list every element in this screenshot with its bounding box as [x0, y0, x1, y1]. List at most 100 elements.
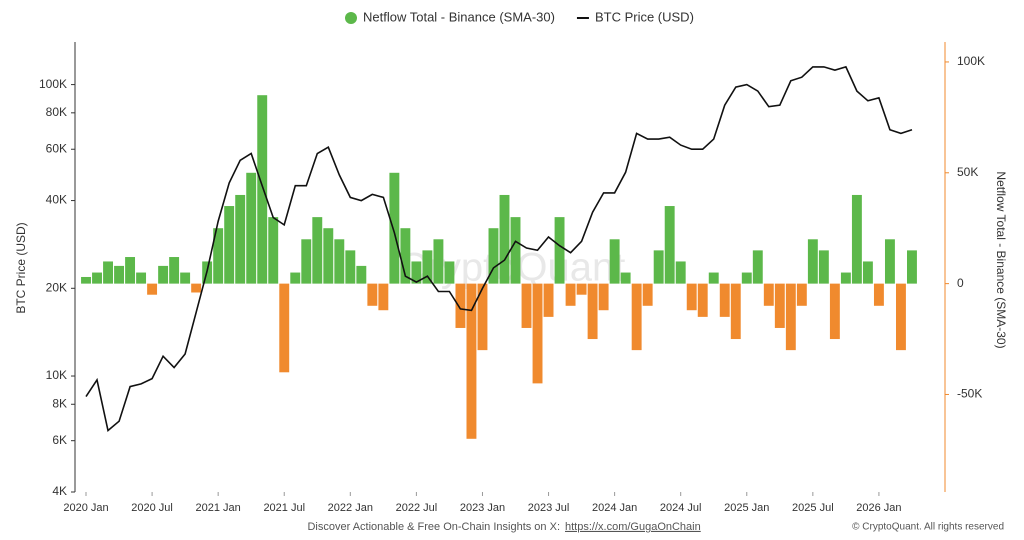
copyright: © CryptoQuant. All rights reserved	[852, 522, 1004, 533]
netflow-bar	[719, 283, 730, 317]
netflow-bar	[587, 283, 598, 340]
legend-marker	[345, 12, 357, 24]
legend-label: BTC Price (USD)	[595, 9, 694, 24]
netflow-bar	[235, 194, 246, 284]
x-tick-label: 2022 Jan	[328, 502, 373, 514]
netflow-bar	[741, 272, 752, 284]
netflow-bar	[774, 283, 785, 328]
netflow-bar	[862, 261, 873, 284]
netflow-bar	[378, 283, 389, 311]
netflow-bar	[213, 228, 224, 284]
netflow-bar	[114, 265, 125, 284]
netflow-bar	[444, 261, 455, 284]
y-tick-label: 6K	[52, 433, 67, 447]
x-tick-label: 2023 Jan	[460, 502, 505, 514]
netflow-bar	[224, 206, 235, 284]
netflow-bar	[433, 239, 444, 284]
netflow-bar	[290, 272, 301, 284]
netflow-bar	[895, 283, 906, 351]
x-tick-label: 2020 Jul	[131, 502, 173, 514]
y-tick-label: 60K	[46, 141, 67, 155]
netflow-bar	[785, 283, 796, 351]
netflow-bar	[653, 250, 664, 284]
y-tick-label: 80K	[46, 105, 67, 119]
netflow-bar	[356, 265, 367, 284]
netflow-bar	[752, 250, 763, 284]
netflow-bar	[81, 276, 91, 284]
x-tick-label: 2023 Jul	[528, 502, 570, 514]
y-tick-label: 4K	[52, 484, 67, 498]
netflow-bar	[873, 283, 884, 306]
netflow-bar	[466, 283, 477, 439]
netflow-bar	[92, 272, 102, 284]
netflow-bar	[147, 283, 158, 295]
netflow-bar	[554, 217, 565, 284]
x-tick-label: 2024 Jan	[592, 502, 637, 514]
netflow-bar	[829, 283, 840, 340]
netflow-bar	[664, 206, 675, 284]
netflow-bar	[389, 172, 400, 284]
netflow-bar	[367, 283, 378, 306]
netflow-bar	[543, 283, 554, 317]
netflow-bar	[697, 283, 708, 317]
netflow-bar	[807, 239, 818, 284]
netflow-bar	[851, 194, 862, 284]
netflow-bar	[268, 217, 279, 284]
netflow-bar	[136, 272, 147, 284]
netflow-bar	[884, 239, 895, 284]
netflow-bar	[510, 217, 521, 284]
x-tick-label: 2021 Jul	[263, 502, 305, 514]
netflow-bar	[246, 172, 257, 284]
netflow-bar	[642, 283, 653, 306]
netflow-bar	[411, 261, 422, 284]
netflow-bar	[763, 283, 774, 306]
y-axis-label: BTC Price (USD)	[14, 222, 28, 313]
netflow-bar	[532, 283, 543, 384]
x-tick-label: 2025 Jan	[724, 502, 769, 514]
x-tick-label: 2026 Jan	[856, 502, 901, 514]
netflow-bar	[686, 283, 697, 311]
netflow-bar	[158, 265, 169, 284]
x-tick-label: 2021 Jan	[196, 502, 241, 514]
netflow-bar	[301, 239, 312, 284]
netflow-bar	[455, 283, 466, 328]
netflow-bar	[818, 250, 829, 284]
netflow-bar	[499, 194, 510, 284]
netflow-bar	[477, 283, 488, 351]
y-tick-label: 8K	[52, 396, 67, 410]
y2-tick-label: 50K	[957, 165, 978, 179]
x-tick-label: 2020 Jan	[63, 502, 108, 514]
netflow-bar	[488, 228, 499, 284]
footer-link[interactable]: https://x.com/GugaOnChain	[565, 521, 701, 533]
netflow-bar	[103, 261, 113, 284]
y-tick-label: 40K	[46, 193, 67, 207]
x-tick-label: 2025 Jul	[792, 502, 834, 514]
netflow-bar	[334, 239, 345, 284]
y2-tick-label: -50K	[957, 387, 982, 401]
netflow-bar	[521, 283, 532, 328]
netflow-bar	[576, 283, 587, 295]
netflow-bar	[609, 239, 620, 284]
netflow-bar	[323, 228, 334, 284]
y-tick-label: 100K	[39, 77, 67, 91]
price-line	[85, 65, 913, 432]
footer-text: Discover Actionable & Free On-Chain Insi…	[307, 521, 560, 533]
y-tick-label: 10K	[46, 368, 67, 382]
netflow-bar	[675, 261, 686, 284]
netflow-bar	[422, 250, 433, 284]
netflow-bar	[257, 95, 268, 284]
netflow-bar	[180, 272, 191, 284]
netflow-bar	[125, 257, 136, 284]
netflow-bar	[279, 283, 290, 373]
netflow-bar	[708, 272, 719, 284]
netflow-bar	[730, 283, 741, 340]
y2-tick-label: 0	[957, 276, 964, 290]
netflow-bar	[631, 283, 642, 351]
legend-label: Netflow Total - Binance (SMA-30)	[363, 9, 555, 24]
netflow-bar	[191, 283, 202, 293]
netflow-bar	[400, 228, 411, 284]
netflow-bar	[312, 217, 323, 284]
netflow-bar	[169, 257, 180, 284]
y2-tick-label: 100K	[957, 54, 985, 68]
